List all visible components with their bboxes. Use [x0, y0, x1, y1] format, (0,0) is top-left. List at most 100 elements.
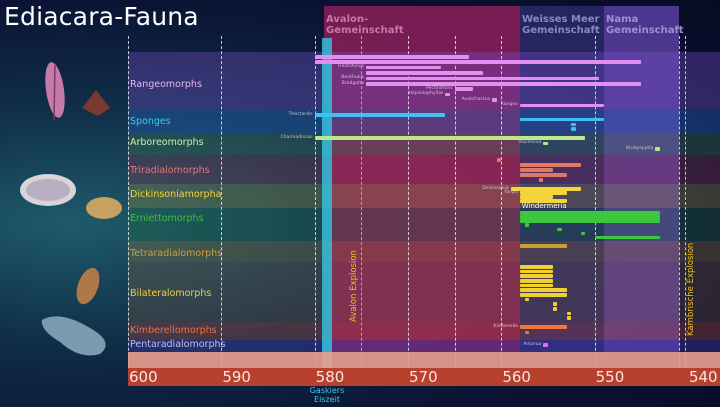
- taxon-label: Thectardis: [288, 111, 313, 117]
- rangeomorph-fossil-icon: [45, 62, 65, 121]
- taxon-range-bar: [524, 330, 530, 335]
- taxon-range-bar: [365, 71, 483, 75]
- time-gridline: [221, 36, 223, 386]
- group-label: Kimberellomorphs: [130, 325, 217, 336]
- taxon-range-bar: [314, 55, 469, 59]
- taxon-range-bar: [571, 127, 576, 131]
- taxon-range-bar: [552, 302, 558, 306]
- taxon-range-bar: [365, 76, 600, 81]
- group-label: Erniettomorphs: [130, 213, 204, 224]
- taxon-label: Pectinifrons: [425, 85, 453, 91]
- row-band-kimberellomorphs: [128, 322, 720, 340]
- taxon-range-bar: [566, 316, 572, 320]
- time-gridline: [407, 36, 409, 386]
- taxon-range-bar: [510, 187, 581, 191]
- group-label: Tetraradialomorphs: [130, 248, 223, 259]
- gaskiers-label: Gaskiers Eiszeit: [309, 386, 345, 404]
- timeline-axis-bar: [128, 368, 720, 386]
- taxon-label: Rangea: [500, 102, 518, 108]
- taxon-range-bar: [519, 195, 553, 199]
- taxon-label: Dickinsonia: [482, 185, 509, 191]
- row-band-bilateralomorphs: [128, 262, 720, 322]
- taxon-label: Charniodiscus: [280, 134, 313, 140]
- era-label: Avalon- Gemeinschaft: [325, 14, 404, 36]
- taxon-range-bar: [524, 223, 530, 228]
- time-gridline: [361, 36, 363, 386]
- kimberella-fossil-icon: [76, 267, 100, 305]
- time-gridline: [314, 36, 316, 386]
- taxon-range-bar: [519, 325, 567, 329]
- taxon-range-bar: [571, 122, 576, 127]
- time-gridline: [678, 36, 680, 386]
- taxon-range-bar: [445, 92, 450, 97]
- gaskiers-glaciation-band: [322, 38, 332, 386]
- taxon-range-bar: [538, 178, 544, 182]
- taxon-range-bar: [519, 103, 604, 108]
- taxon-range-bar: [519, 265, 553, 269]
- axis-tick-label: 590: [222, 368, 251, 386]
- taxon-range-bar: [496, 158, 502, 162]
- taxon-range-bar: [543, 141, 548, 146]
- taxon-range-bar: [519, 283, 553, 288]
- timeline-shade-bar: [128, 352, 720, 368]
- axis-tick-label: 570: [408, 368, 438, 386]
- taxon-range-bar: [491, 98, 497, 102]
- taxon-range-bar: [365, 65, 441, 70]
- row-band-pentaradialomorphs: [128, 340, 720, 352]
- taxon-range-bar: [314, 60, 642, 64]
- taxon-label: Windermeria: [521, 201, 567, 210]
- taxon-range-bar: [365, 82, 642, 86]
- taxon-range-bar: [519, 191, 567, 195]
- taxon-label: Hapsidophyllas: [408, 91, 444, 97]
- group-label: Rangeomorphs: [130, 79, 202, 90]
- taxon-label: Fractofusus: [337, 64, 364, 70]
- taxon-range-bar: [552, 307, 558, 311]
- dickinsonia-fossil-icon: [20, 174, 76, 206]
- row-band-tetraradialomorphs: [128, 241, 720, 262]
- taxon-range-bar: [655, 147, 660, 151]
- taxon-range-bar: [519, 173, 567, 177]
- taxon-range-bar: [519, 117, 604, 122]
- cambrian-boundary-line: [684, 36, 686, 386]
- taxon-range-bar: [519, 293, 567, 297]
- era-label: Nama Gemeinschaft: [605, 14, 684, 36]
- taxon-label: Yorgia: [504, 189, 518, 195]
- taxon-range-bar: [519, 168, 553, 172]
- taxon-range-bar: [519, 244, 567, 248]
- taxon-range-bar: [519, 274, 553, 278]
- taxon-range-bar: [519, 288, 567, 292]
- group-label: Triradialomorphs: [130, 165, 210, 176]
- taxon-range-bar: [557, 227, 562, 232]
- taxon-range-bar: [519, 269, 553, 274]
- taxon-range-bar: [519, 219, 660, 223]
- taxon-range-bar: [519, 279, 553, 283]
- taxon-label: Arkarua: [523, 341, 542, 347]
- taxon-range-bar: [454, 87, 474, 91]
- taxon-range-bar: [594, 235, 660, 240]
- taxon-label: Vaizitsinia: [518, 140, 542, 146]
- page-title: Ediacara-Fauna: [4, 2, 199, 31]
- taxon-range-bar: [519, 199, 567, 203]
- group-label: Sponges: [130, 116, 171, 127]
- era-label: Weisses Meer Gemeinschaft: [521, 14, 600, 36]
- taxon-range-bar: [519, 163, 581, 167]
- taxon-label: Beothukis: [341, 75, 364, 81]
- axis-tick-label: 560: [502, 368, 531, 386]
- group-label: Arboreomorphs: [130, 137, 204, 148]
- taxon-range-bar: [580, 231, 586, 236]
- time-gridline: [501, 36, 503, 386]
- axis-tick-label: 580: [315, 368, 345, 386]
- group-label: Dickinsoniamorpha: [130, 189, 222, 200]
- time-gridline: [454, 36, 456, 386]
- axis-tick-label: 600: [129, 368, 158, 386]
- group-label: Bilateralomorphs: [130, 288, 212, 299]
- row-band-triradialomorphs: [128, 155, 720, 184]
- frond-fossil-icon: [82, 90, 110, 116]
- avalon-explosion-label: Avalon Explosion: [349, 250, 359, 322]
- group-label: Pentaradialomorphs: [130, 339, 226, 350]
- time-gridline: [128, 36, 129, 386]
- taxon-label: Avalofractus: [461, 96, 490, 102]
- taxon-range-bar: [524, 297, 530, 302]
- row-band-dickinsoniamorpha: [128, 184, 720, 208]
- taxon-range-bar: [314, 113, 446, 117]
